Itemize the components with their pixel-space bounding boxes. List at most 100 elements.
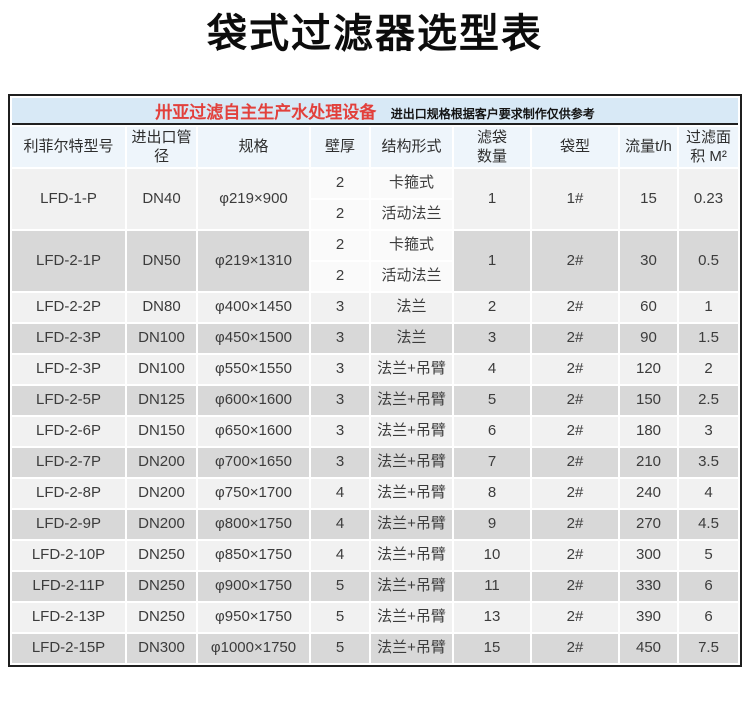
cell-bag-type: 2# — [532, 541, 618, 570]
header-flow-rate: 流量t/h — [620, 127, 677, 167]
cell-model: LFD-2-6P — [12, 417, 125, 446]
cell-model: LFD-2-2P — [12, 293, 125, 322]
cell-model: LFD-2-3P — [12, 355, 125, 384]
cell-wall: 3 — [311, 324, 369, 353]
cell-model: LFD-2-7P — [12, 448, 125, 477]
cell-port: DN100 — [127, 324, 196, 353]
page-title: 袋式过滤器选型表 — [207, 12, 543, 56]
cell-model: LFD-2-13P — [12, 603, 125, 632]
cell-bag-type: 1# — [532, 169, 618, 229]
brand-text: 卅亚过滤自主生产水处理设备 — [155, 103, 377, 122]
cell-bags: 1 — [454, 169, 530, 229]
cell-bag-type: 2# — [532, 479, 618, 508]
cell-area: 1.5 — [679, 324, 739, 353]
cell-bags: 2 — [454, 293, 530, 322]
cell-wall: 5 — [311, 603, 369, 632]
cell-spec: φ219×900 — [198, 169, 309, 229]
cell-port: DN40 — [127, 169, 196, 229]
cell-wall: 2 — [311, 169, 369, 198]
cell-wall: 2 — [311, 231, 369, 260]
cell-area: 2 — [679, 355, 739, 384]
cell-port: DN300 — [127, 634, 196, 663]
cell-structure: 活动法兰 — [371, 262, 452, 291]
cell-area: 2.5 — [679, 386, 739, 415]
table-row: 2 活动法兰 — [12, 262, 738, 291]
cell-bag-type: 2# — [532, 293, 618, 322]
cell-bags: 6 — [454, 417, 530, 446]
cell-area: 0.5 — [679, 231, 739, 291]
cell-bags: 9 — [454, 510, 530, 539]
cell-spec: φ900×1750 — [198, 572, 309, 601]
cell-port: DN200 — [127, 510, 196, 539]
cell-model: LFD-2-15P — [12, 634, 125, 663]
cell-wall: 3 — [311, 448, 369, 477]
table-row: LFD-2-6P DN150 φ650×1600 3 法兰+吊臂 6 2# 180 3 — [12, 417, 739, 446]
cell-flow: 210 — [620, 448, 677, 477]
header-bag-count: 滤袋 数量 — [454, 127, 530, 167]
cell-port: DN50 — [127, 231, 196, 291]
cell-spec: φ750×1700 — [198, 479, 309, 508]
cell-bags: 3 — [454, 324, 530, 353]
header-row: 利菲尔特型号 进出口管 径 规格 壁厚 结构形式 滤袋 数量 袋型 流量t/h … — [12, 127, 739, 167]
cell-wall: 3 — [311, 355, 369, 384]
cell-spec: φ219×1310 — [198, 231, 309, 291]
cell-port: DN250 — [127, 541, 196, 570]
cell-model: LFD-2-5P — [12, 386, 125, 415]
cell-flow: 390 — [620, 603, 677, 632]
cell-flow: 240 — [620, 479, 677, 508]
table-row: LFD-2-13P DN250 φ950×1750 5 法兰+吊臂 13 2# 390 6 — [12, 603, 739, 632]
cell-model: LFD-2-10P — [12, 541, 125, 570]
cell-structure: 法兰+吊臂 — [371, 448, 452, 477]
cell-structure: 法兰+吊臂 — [371, 510, 452, 539]
header-structure-type: 结构形式 — [371, 127, 452, 167]
cell-area: 5 — [679, 541, 739, 570]
cell-port: DN150 — [127, 417, 196, 446]
table-row: LFD-2-9P DN200 φ800×1750 4 法兰+吊臂 9 2# 270 4.5 — [12, 510, 739, 539]
cell-spec: φ600×1600 — [198, 386, 309, 415]
cell-structure: 卡箍式 — [371, 169, 452, 198]
banner-row: 卅亚过滤自主生产水处理设备 进出口规格根据客户要求制作仅供参考 — [12, 98, 739, 125]
cell-structure: 法兰+吊臂 — [371, 417, 452, 446]
banner-cell: 卅亚过滤自主生产水处理设备 进出口规格根据客户要求制作仅供参考 — [12, 98, 739, 125]
cell-bag-type: 2# — [532, 572, 618, 601]
cell-spec: φ400×1450 — [198, 293, 309, 322]
cell-bags: 15 — [454, 634, 530, 663]
table-row: LFD-2-8P DN200 φ750×1700 4 法兰+吊臂 8 2# 240 4 — [12, 479, 739, 508]
cell-structure: 法兰 — [371, 293, 452, 322]
table-row: 2 活动法兰 — [12, 200, 738, 229]
header-wall-thickness: 壁厚 — [311, 127, 369, 167]
table-row: LFD-2-2P DN80 φ400×1450 3 法兰 2 2# 60 1 — [12, 293, 739, 322]
cell-wall: 3 — [311, 386, 369, 415]
table-row: LFD-2-10P DN250 φ850×1750 4 法兰+吊臂 10 2# 300 5 — [12, 541, 739, 570]
cell-spec: φ550×1550 — [198, 355, 309, 384]
cell-model: LFD-2-1P — [12, 231, 125, 291]
cell-port: DN100 — [127, 355, 196, 384]
cell-bag-type: 2# — [532, 634, 618, 663]
table-body: LFD-1-P DN40 φ219×900 2 卡箍式 1 1# 15 0.23 2 活动法兰 LFD… — [12, 169, 739, 663]
cell-port: DN80 — [127, 293, 196, 322]
cell-port: DN250 — [127, 603, 196, 632]
cell-wall: 2 — [311, 262, 369, 291]
cell-bag-type: 2# — [532, 448, 618, 477]
cell-spec: φ950×1750 — [198, 603, 309, 632]
cell-bag-type: 2# — [532, 417, 618, 446]
header-filter-area: 过滤面 积 M² — [679, 127, 739, 167]
cell-wall: 5 — [311, 572, 369, 601]
cell-flow: 120 — [620, 355, 677, 384]
cell-bags: 1 — [454, 231, 530, 291]
table-row: LFD-2-3P DN100 φ550×1550 3 法兰+吊臂 4 2# 120 2 — [12, 355, 739, 384]
header-port-diameter: 进出口管 径 — [127, 127, 196, 167]
cell-port: DN200 — [127, 448, 196, 477]
cell-spec: φ650×1600 — [198, 417, 309, 446]
filter-selection-table: 卅亚过滤自主生产水处理设备 进出口规格根据客户要求制作仅供参考 利菲尔特型号 进… — [8, 94, 743, 667]
table-row: LFD-1-P DN40 φ219×900 2 卡箍式 1 1# 15 0.23 — [12, 169, 739, 229]
cell-structure: 法兰+吊臂 — [371, 603, 452, 632]
cell-area: 3 — [679, 417, 739, 446]
cell-structure: 法兰+吊臂 — [371, 541, 452, 570]
cell-bags: 11 — [454, 572, 530, 601]
cell-port: DN200 — [127, 479, 196, 508]
cell-area: 6 — [679, 572, 739, 601]
cell-model: LFD-1-P — [12, 169, 125, 229]
cell-structure: 卡箍式 — [371, 231, 452, 260]
header-model: 利菲尔特型号 — [12, 127, 125, 167]
